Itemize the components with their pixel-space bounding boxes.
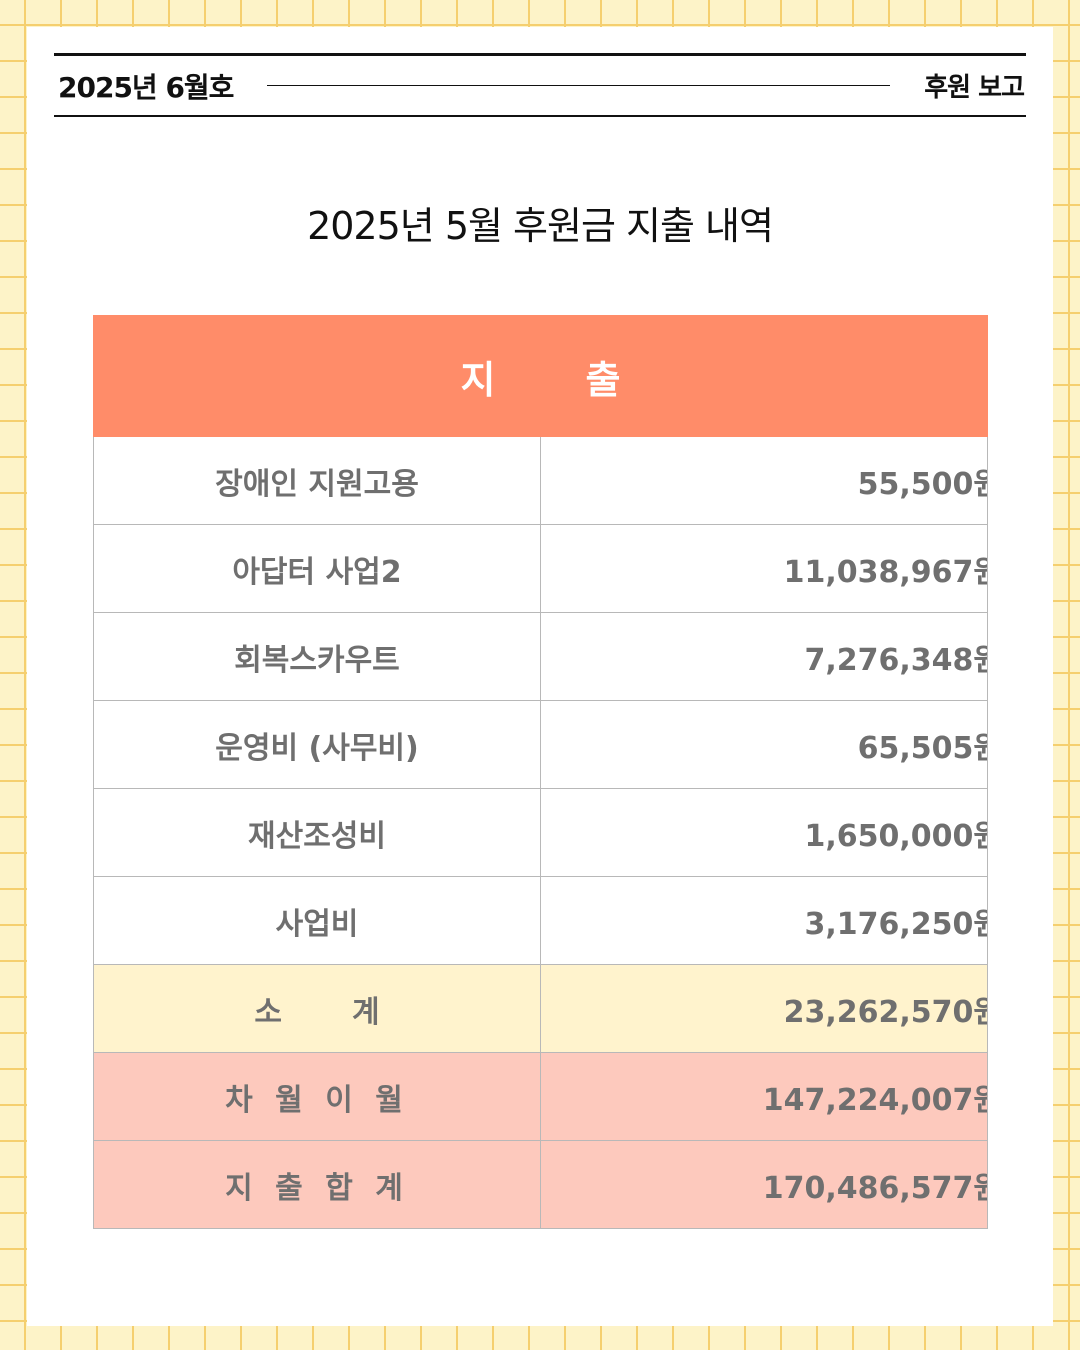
row-label: 아답터 사업2 xyxy=(93,524,541,613)
row-amount-value: 65,505원 xyxy=(857,730,988,766)
total-label-text: 지 출 합 계 xyxy=(225,1170,409,1206)
row-label: 재산조성비 xyxy=(93,788,541,877)
total-row: 지 출 합 계 170,486,577원 xyxy=(93,1140,988,1229)
row-amount-value: 1,650,000원 xyxy=(804,818,988,854)
carryover-label: 차 월 이 월 xyxy=(93,1052,541,1141)
table-row: 아답터 사업2 11,038,967원 xyxy=(93,524,988,613)
carryover-amount: 147,224,007원 xyxy=(540,1052,988,1141)
total-label: 지 출 합 계 xyxy=(93,1140,541,1229)
total-amount: 170,486,577원 xyxy=(540,1140,988,1229)
row-amount: 7,276,348원 xyxy=(540,612,988,701)
subtotal-label-b: 계 xyxy=(352,994,380,1030)
row-label: 운영비 (사무비) xyxy=(93,700,541,789)
carryover-amount-value: 147,224,007원 xyxy=(762,1082,988,1118)
subtotal-amount-value: 23,262,570원 xyxy=(783,994,988,1030)
section-label: 후원 보고 xyxy=(924,73,1025,103)
row-label: 회복스카우트 xyxy=(93,612,541,701)
carryover-label-text: 차 월 이 월 xyxy=(225,1082,409,1118)
table-row: 운영비 (사무비) 65,505원 xyxy=(93,700,988,789)
issue-label: 2025년 6월호 xyxy=(58,70,234,104)
row-label: 장애인 지원고용 xyxy=(93,436,541,525)
table-header-right: 출 xyxy=(585,357,621,402)
table-header-left: 지 xyxy=(460,357,496,402)
row-amount-value: 55,500원 xyxy=(857,466,988,502)
row-amount-value: 3,176,250원 xyxy=(804,906,988,942)
table-row: 사업비 3,176,250원 xyxy=(93,876,988,965)
row-amount: 65,505원 xyxy=(540,700,988,789)
row-amount: 55,500원 xyxy=(540,436,988,525)
table-row: 재산조성비 1,650,000원 xyxy=(93,788,988,877)
row-amount: 11,038,967원 xyxy=(540,524,988,613)
table-row: 장애인 지원고용 55,500원 xyxy=(93,436,988,525)
row-label: 사업비 xyxy=(93,876,541,965)
page-header: 2025년 6월호 후원 보고 xyxy=(54,53,1026,117)
row-amount-value: 11,038,967원 xyxy=(783,554,988,590)
header-rule xyxy=(267,85,891,86)
row-amount-value: 7,276,348원 xyxy=(804,642,988,678)
subtotal-label-a: 소 xyxy=(254,994,282,1030)
row-amount: 3,176,250원 xyxy=(540,876,988,965)
subtotal-amount: 23,262,570원 xyxy=(540,964,988,1053)
page-title: 2025년 5월 후원금 지출 내역 xyxy=(307,204,774,248)
row-amount: 1,650,000원 xyxy=(540,788,988,877)
carryover-row: 차 월 이 월 147,224,007원 xyxy=(93,1052,988,1141)
total-amount-value: 170,486,577원 xyxy=(762,1170,988,1206)
table-row: 회복스카우트 7,276,348원 xyxy=(93,612,988,701)
